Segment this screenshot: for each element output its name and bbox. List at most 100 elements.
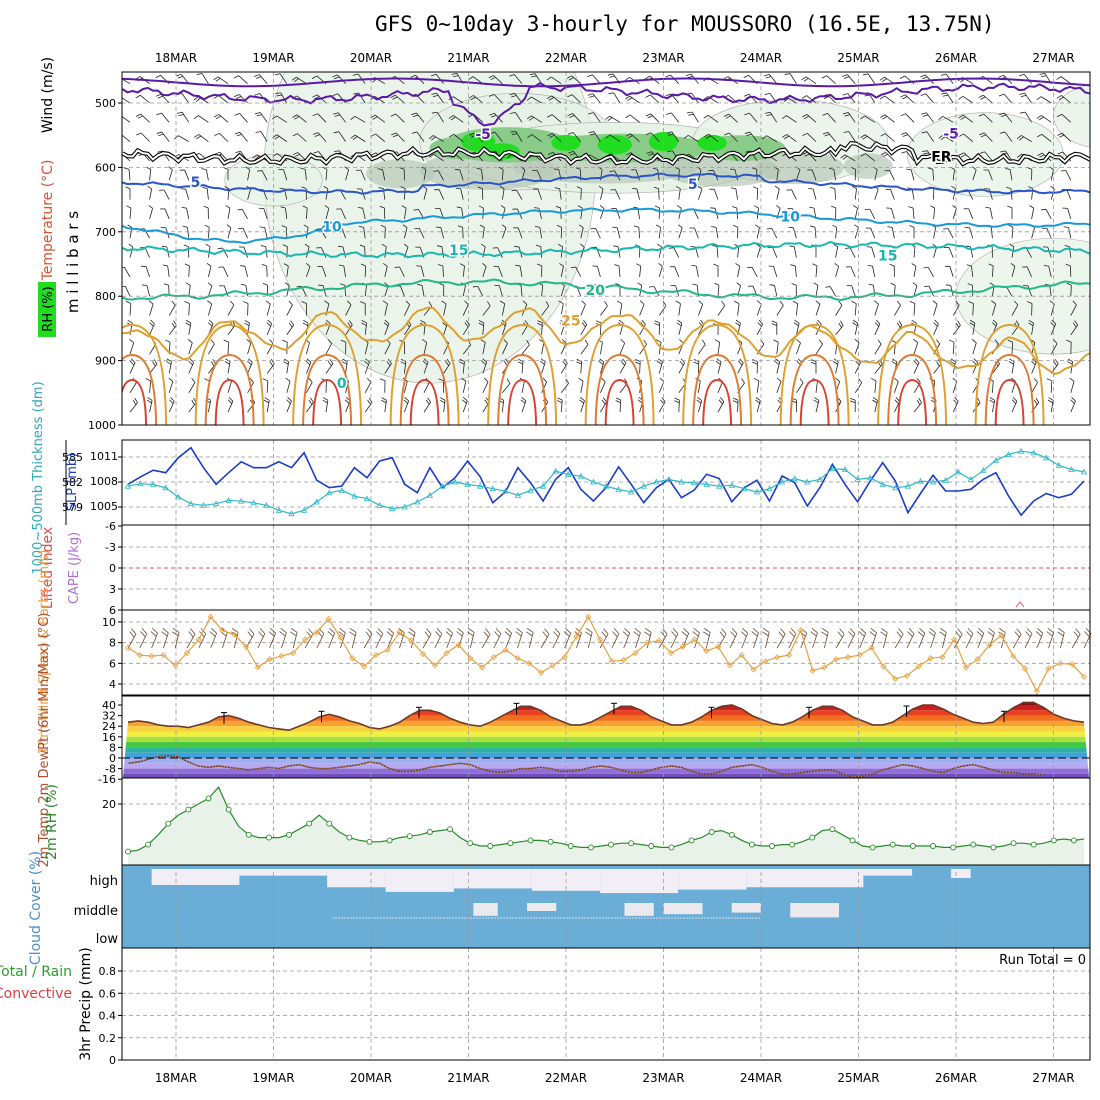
wind-barb-flag [381, 397, 387, 401]
wind-barb-flag [384, 282, 389, 287]
wind-speed-marker [868, 644, 875, 651]
wind-barb-flag [752, 627, 759, 634]
wind-barb [462, 265, 465, 277]
wind-barb [443, 400, 446, 413]
wind-barb-flag [825, 286, 831, 288]
wind-barb [609, 134, 621, 142]
wind-barb-flag [266, 322, 271, 327]
wind-barb-flag [400, 186, 406, 189]
wind-barb [671, 112, 680, 123]
wind-barb-flag [292, 114, 298, 118]
wind-barb-flag [270, 627, 276, 634]
wind-barb-flag [204, 224, 210, 228]
wind-barb [1061, 95, 1072, 104]
wind-barb [279, 73, 288, 84]
wind-barb [178, 135, 190, 142]
wind-barb-flag [894, 399, 899, 404]
wind-barb [600, 305, 608, 316]
wind-barb-flag [510, 130, 516, 133]
wind-barb [766, 135, 777, 142]
wind-barb [968, 208, 974, 220]
wind-barb-flag [943, 228, 949, 230]
wind-barb [592, 93, 601, 104]
wind-barb [227, 361, 231, 374]
wind-barb-flag [559, 263, 564, 267]
rh-marker [708, 829, 715, 835]
wind-barb [482, 322, 485, 335]
wind-barb-flag [545, 301, 550, 307]
wind-barb-flag [445, 631, 452, 637]
wind-barb-flag [587, 74, 593, 78]
wind-barb-flag [208, 319, 214, 325]
wind-barb-flag [196, 73, 203, 75]
wind-barb [776, 361, 781, 374]
wind-barb-flag [183, 244, 189, 247]
wind-barb-flag [697, 185, 703, 190]
wind-barb [933, 207, 936, 219]
wind-barb-flag [140, 631, 146, 638]
thickness-marker [200, 502, 207, 508]
thickness-tick-label: 585 [62, 451, 83, 464]
wind-barb [1011, 361, 1015, 374]
wind-barb [698, 344, 706, 355]
wind-barb [266, 265, 268, 277]
rh-shade-dark [648, 131, 679, 152]
wind-barb-10m [139, 633, 148, 649]
wind-barb [678, 400, 680, 413]
wind-barb [674, 266, 680, 278]
wind-barb [521, 361, 524, 374]
wind-barb-flag [421, 166, 427, 170]
wind-barb [286, 285, 290, 297]
rh-shade-light [1053, 84, 1090, 148]
wind-speed-marker [231, 631, 238, 638]
rh-marker [1030, 841, 1037, 848]
wind-barb-flag [796, 339, 801, 344]
wind-barb [440, 227, 444, 239]
wind-barb-flag [152, 361, 156, 367]
wind-barb-10m [623, 633, 631, 649]
wind-barb-flag [333, 112, 339, 115]
wind-barb-flag [494, 631, 500, 638]
wind-barb-flag [1072, 322, 1077, 328]
wind-barb-flag [732, 400, 739, 404]
wind-barb-flag [955, 631, 961, 638]
wind-barb [149, 380, 152, 393]
wind-barb [188, 265, 190, 277]
thickness-marker [162, 484, 169, 491]
contour-label: 15 [878, 249, 897, 265]
wind-speed-marker [597, 636, 604, 643]
wind-barb [828, 151, 836, 162]
wind-barb-flag [342, 358, 348, 362]
wind-barb-flag [428, 135, 434, 140]
wind-barb [208, 303, 213, 316]
wind-barb-flag [940, 73, 947, 76]
rh-shade-gray [663, 154, 781, 187]
wind-barb [280, 92, 288, 104]
rh-marker [668, 844, 675, 851]
rh-marker [406, 833, 413, 840]
wind-barb-flag [511, 133, 518, 135]
wind-barb-flag [224, 186, 230, 190]
wind-barb-flag [588, 131, 594, 134]
wind-barb-flag [304, 243, 310, 248]
wind-barb-flag [601, 377, 606, 383]
wind-barb [124, 267, 131, 278]
wind-barb [218, 95, 229, 104]
wind-speed-marker [549, 662, 556, 669]
wind-barb-flag [159, 189, 165, 191]
wind-barb [971, 265, 974, 277]
wind-barb-flag [698, 300, 703, 305]
wind-barb [140, 132, 150, 142]
wind-barb-flag [858, 631, 865, 637]
x-tick-label-bottom: 21MAR [447, 1071, 489, 1085]
wind-barb [374, 114, 386, 123]
wind-barb [874, 169, 878, 181]
wind-barb [580, 246, 585, 258]
wind-barb [515, 131, 523, 142]
wind-barb-flag [735, 322, 741, 327]
wind-barb [1011, 400, 1018, 413]
wind-barb [650, 113, 660, 123]
wind-barb-flag [368, 397, 373, 403]
wind-barb [776, 169, 779, 181]
rh-marker [125, 848, 131, 855]
